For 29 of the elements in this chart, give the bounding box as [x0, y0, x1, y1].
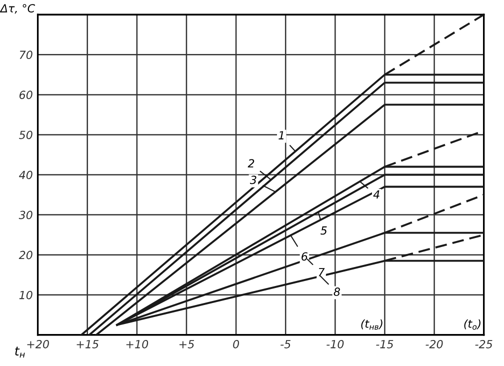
y-tick-label: 30 [18, 210, 32, 220]
annotation: 4 [373, 190, 380, 199]
x-tick-label: -15 [376, 340, 394, 348]
x-tick-label: -20 [426, 340, 443, 348]
annotation: 5 [320, 226, 327, 235]
y-tick-label: 10 [19, 290, 32, 300]
x-tick-label: +20 [27, 340, 49, 348]
annotation: 8 [334, 288, 340, 296]
x-tick-label: -5 [280, 340, 291, 348]
y-tick-label: 60 [20, 90, 32, 100]
x-tick-label: 0 [233, 340, 240, 348]
annotation: 3 [250, 176, 256, 184]
x-tick-label: +15 [76, 340, 98, 348]
x-tick-label: -10 [326, 340, 344, 348]
x-tick-label: -25 [475, 340, 492, 348]
y-tick-label: 50 [19, 130, 32, 140]
x-axis-title: t$_{н}$ [15, 346, 25, 358]
y-tick-label: 20 [18, 250, 32, 260]
annotation: 2 [248, 159, 254, 168]
x-tick-label: +10 [126, 340, 148, 348]
annotation: 7 [318, 268, 325, 276]
y-axis-title: Δτ, °C [0, 4, 36, 14]
x-tick-label: +5 [179, 340, 194, 348]
annotation: 6 [302, 252, 308, 261]
y-tick-label: 70 [20, 50, 32, 60]
annotation: 1 [278, 131, 284, 140]
annotation: (t$_{нв}$) [361, 319, 382, 330]
annotation: (t$_{о}$) [464, 319, 480, 330]
y-tick-label: 40 [19, 170, 32, 180]
